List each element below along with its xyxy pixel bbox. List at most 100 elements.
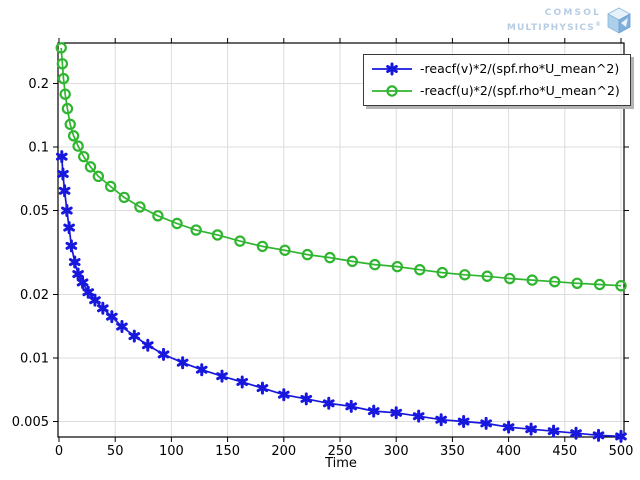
circle-marker <box>134 201 146 213</box>
asterisk-marker <box>61 204 73 218</box>
asterisk-marker <box>502 420 515 434</box>
circle-marker <box>459 269 471 281</box>
x-tick-label: 300 <box>384 444 409 459</box>
comsol-cube-icon <box>607 7 631 34</box>
y-tick-label: 0.1 <box>28 141 49 156</box>
circle-marker <box>548 275 561 288</box>
circle-marker <box>391 260 404 273</box>
asterisk-marker <box>57 167 69 181</box>
circle-marker <box>481 270 493 282</box>
y-tick-label: 0.01 <box>20 352 49 367</box>
asterisk-marker <box>615 429 627 443</box>
asterisk-marker <box>367 404 380 418</box>
circle-marker <box>59 88 71 100</box>
circle-marker <box>256 240 269 253</box>
x-tick-label: 500 <box>609 444 634 459</box>
circle-marker <box>504 272 516 285</box>
asterisk-marker <box>480 416 492 430</box>
asterisk-marker <box>68 255 81 269</box>
asterisk-marker <box>55 150 68 164</box>
registered-mark: ® <box>595 20 601 28</box>
circle-marker <box>571 277 583 289</box>
circle-marker <box>526 274 538 286</box>
circle-marker <box>84 161 97 173</box>
circle-marker <box>369 258 381 271</box>
circle-marker <box>171 217 183 230</box>
asterisk-marker <box>76 275 89 289</box>
y-tick-label: 0.05 <box>20 204 49 219</box>
x-tick-label: 50 <box>107 444 124 459</box>
x-tick-label: 400 <box>496 444 521 459</box>
asterisk-marker <box>82 285 95 299</box>
circle-marker <box>301 248 314 261</box>
circle-marker <box>386 84 398 97</box>
asterisk-marker <box>277 388 290 402</box>
circle-marker <box>324 251 336 264</box>
x-tick-label: 150 <box>215 444 240 459</box>
y-tick-label: 0.2 <box>28 77 49 92</box>
legend-sample-circle-icon <box>372 84 412 97</box>
circle-marker <box>72 140 84 152</box>
legend: -reacf(v)*2/(spf.rho*U_mean^2) -reacf(u)… <box>363 54 631 106</box>
asterisk-marker <box>116 320 128 334</box>
asterisk-marker <box>300 392 313 406</box>
asterisk-marker <box>63 221 75 235</box>
circle-marker <box>118 191 130 204</box>
asterisk-marker <box>592 428 605 442</box>
series-line-v <box>60 156 622 438</box>
circle-marker <box>61 102 74 115</box>
circle-marker <box>211 229 224 241</box>
logo-line1: COMSOL <box>544 7 601 18</box>
asterisk-marker <box>236 375 249 389</box>
circle-marker <box>56 58 69 70</box>
circle-marker <box>67 130 80 142</box>
y-tick-label: 0.02 <box>20 288 49 303</box>
asterisk-marker <box>72 267 84 281</box>
legend-label-v: -reacf(v)*2/(spf.rho*U_mean^2) <box>420 61 620 76</box>
asterisk-marker <box>256 381 269 395</box>
circle-marker <box>57 72 70 85</box>
circle-marker <box>436 266 448 279</box>
asterisk-marker <box>386 62 398 75</box>
asterisk-marker <box>141 338 154 352</box>
circle-marker <box>78 150 90 163</box>
circle-marker <box>105 180 117 193</box>
x-axis-title: Time <box>324 456 357 471</box>
asterisk-marker <box>412 409 425 423</box>
circle-marker <box>414 264 426 276</box>
circle-marker <box>190 224 202 236</box>
asterisk-marker <box>58 184 71 198</box>
x-tick-label: 250 <box>328 444 353 459</box>
circle-marker <box>234 235 246 247</box>
x-tick-label: 100 <box>159 444 184 459</box>
logo-line2: MULTIPHYSICS® <box>506 20 601 33</box>
asterisk-marker <box>128 329 141 343</box>
asterisk-marker <box>216 369 228 383</box>
circle-marker <box>64 118 76 131</box>
plot-frame <box>57 42 625 438</box>
legend-label-u: -reacf(u)*2/(spf.rho*U_mean^2) <box>420 83 620 98</box>
circle-marker <box>346 255 359 268</box>
legend-sample-asterisk-icon <box>372 62 412 75</box>
asterisk-marker <box>157 347 170 361</box>
circle-marker <box>279 244 291 256</box>
circle-marker <box>55 42 67 54</box>
comsol-logo: COMSOL MULTIPHYSICS® <box>507 7 632 34</box>
asterisk-marker <box>176 356 189 370</box>
x-tick-label: 350 <box>440 444 465 459</box>
asterisk-marker <box>457 415 470 429</box>
circle-marker <box>615 280 627 292</box>
x-tick-label: 200 <box>271 444 296 459</box>
circle-marker <box>152 210 164 222</box>
x-tick-label: 450 <box>552 444 577 459</box>
asterisk-marker <box>547 424 560 438</box>
asterisk-marker <box>105 310 118 324</box>
asterisk-marker <box>65 239 78 253</box>
legend-item-v: -reacf(v)*2/(spf.rho*U_mean^2) <box>370 58 620 79</box>
asterisk-marker <box>345 399 358 413</box>
circle-marker <box>593 278 606 291</box>
comsol-logo-text: COMSOL MULTIPHYSICS® <box>507 8 601 34</box>
asterisk-marker <box>390 406 403 420</box>
